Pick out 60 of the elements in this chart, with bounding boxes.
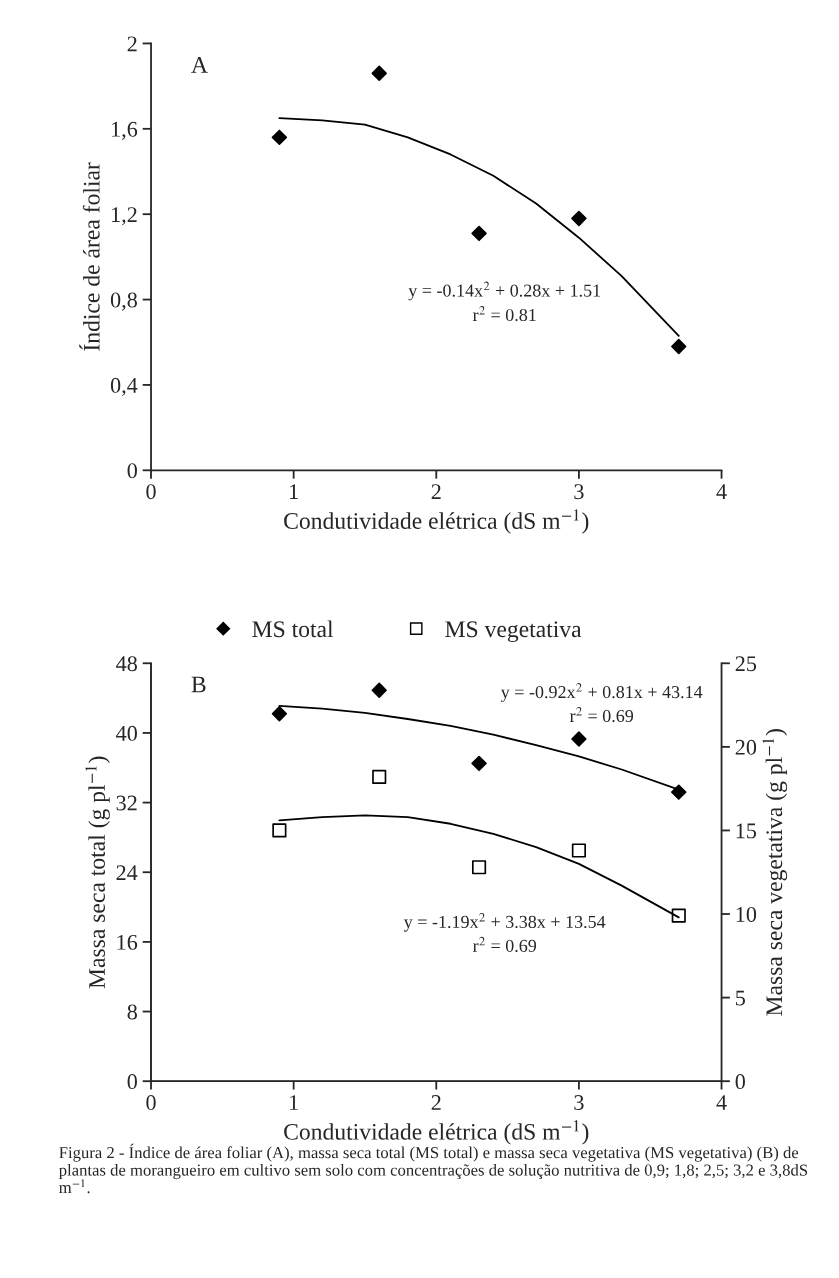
point — [371, 682, 387, 698]
x-tick-label: 2 — [431, 1095, 441, 1110]
point — [271, 706, 288, 722]
y-tick-label: 0,8 — [110, 292, 137, 311]
legend-label: MS vegetativa — [445, 621, 582, 643]
point — [271, 129, 288, 146]
x-tick-label: 1 — [290, 1095, 298, 1110]
point — [471, 755, 487, 772]
annotation: r$^{2}$ = 0.69 — [472, 936, 537, 952]
x-axis-title: Condutividade elétrica (dS m$^{−1}$) — [284, 1120, 589, 1145]
point — [372, 769, 387, 785]
y-tick-label: 2 — [127, 36, 137, 52]
annotation: A — [191, 57, 208, 73]
y-tick-label: 48 — [116, 656, 137, 672]
annotation: B — [191, 676, 206, 693]
y2-tick-label: 5 — [736, 990, 745, 1006]
x-tick-label: 1 — [290, 484, 298, 499]
x-tick-label: 0 — [146, 484, 156, 500]
y2-tick-label: 0 — [735, 1074, 745, 1090]
y2-tick-label: 15 — [736, 823, 757, 839]
point — [272, 823, 287, 838]
y-axis-title: Massa seca total (g pl$^{−1}$) — [85, 756, 110, 989]
point — [471, 860, 487, 875]
y-tick-label: 32 — [116, 795, 137, 811]
y2-axis-title: Massa seca vegetativa (g pl$^{−1}$) — [762, 729, 788, 1016]
point — [571, 731, 587, 747]
y-tick-label: 1,6 — [112, 121, 138, 140]
point — [571, 843, 586, 858]
y2-tick-label: 10 — [736, 906, 757, 922]
y-tick-label: 24 — [116, 865, 138, 880]
annotation: r$^{2}$ = 0.69 — [569, 706, 634, 723]
annotation: r$^{2}$ = 0.81 — [472, 305, 536, 322]
x-tick-label: 3 — [574, 484, 584, 500]
legend-label: MS total — [252, 620, 334, 638]
annotation: y = -0.14x$^{2}$ + 0.28x + 1.51 — [408, 281, 601, 301]
y-tick-label: 8 — [127, 1004, 137, 1020]
x-tick-label: 2 — [431, 484, 441, 499]
y2-tick-label: 25 — [735, 656, 757, 672]
y2-tick-label: 20 — [735, 739, 757, 755]
y-axis-title: Índice de área foliar — [79, 162, 100, 351]
x-tick-label: 0 — [146, 1095, 156, 1111]
point — [571, 210, 587, 227]
y-tick-label: 0 — [127, 463, 137, 479]
point — [671, 908, 686, 923]
x-axis-title: Condutividade elétrica (dS m$^{−1}$) — [284, 509, 589, 534]
point — [471, 225, 487, 242]
x-tick-label: 3 — [574, 1095, 584, 1111]
annotation: y = -1.19x$^{2}$ + 3.38x + 13.54 — [403, 912, 606, 932]
point — [371, 65, 387, 82]
y-tick-label: 40 — [116, 725, 137, 741]
annotation: y = -0.92x$^{2}$ + 0.81x + 43.14 — [500, 683, 703, 702]
y-tick-label: 0,4 — [110, 377, 138, 397]
point — [671, 338, 687, 355]
line-series — [278, 117, 680, 337]
point — [671, 784, 687, 800]
y-tick-label: 0 — [127, 1074, 137, 1090]
x-tick-label: 4 — [716, 484, 727, 499]
y-tick-label: 1,2 — [112, 207, 137, 226]
x-tick-label: 4 — [716, 1095, 727, 1110]
y-tick-label: 16 — [117, 934, 138, 950]
